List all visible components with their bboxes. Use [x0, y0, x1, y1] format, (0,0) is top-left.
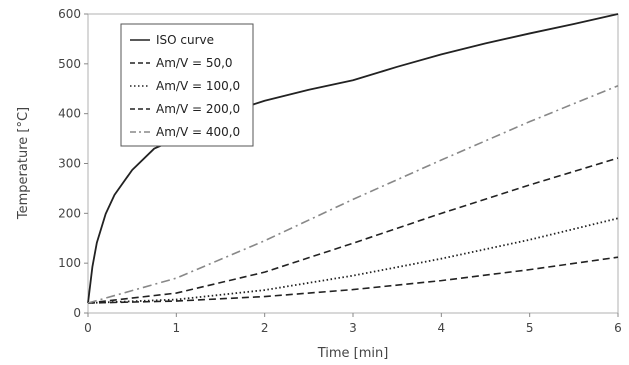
y-tick-label: 0 — [73, 306, 81, 320]
legend: ISO curve Am/V = 50,0 Am/V = 100,0 Am/V = 2… — [120, 23, 254, 147]
x-tick-label: 3 — [349, 321, 357, 335]
y-tick-label: 300 — [58, 157, 81, 171]
x-tick-label: 2 — [261, 321, 269, 335]
x-tick-label: 4 — [438, 321, 446, 335]
y-tick-label: 200 — [58, 206, 81, 220]
x-tick-label: 1 — [173, 321, 181, 335]
x-axis-label: Time [min] — [317, 346, 389, 361]
y-tick-label: 600 — [58, 7, 81, 21]
series-line-2 — [87, 217, 619, 304]
series-line-4 — [87, 85, 619, 304]
y-tick-label: 500 — [58, 57, 81, 71]
x-tick-label: 5 — [526, 321, 534, 335]
legend-box — [120, 23, 254, 147]
x-axis-ticks: 0 1 2 3 4 5 6 — [84, 313, 622, 335]
x-tick-label: 0 — [84, 321, 92, 335]
series-line-1 — [87, 256, 619, 304]
legend-label: ISO curve — [156, 33, 214, 47]
y-tick-label: 100 — [58, 256, 81, 270]
y-axis-ticks: 0 100 200 300 400 500 600 — [58, 7, 88, 320]
y-axis-label: Temperature [°C] — [16, 107, 31, 220]
legend-label: Am/V = 100,0 — [156, 79, 240, 93]
x-tick-label: 6 — [614, 321, 622, 335]
legend-label: Am/V = 50,0 — [156, 56, 233, 70]
legend-label: Am/V = 400,0 — [156, 125, 240, 139]
series-line-3 — [87, 157, 619, 304]
legend-label: Am/V = 200,0 — [156, 102, 240, 116]
y-tick-label: 400 — [58, 107, 81, 121]
